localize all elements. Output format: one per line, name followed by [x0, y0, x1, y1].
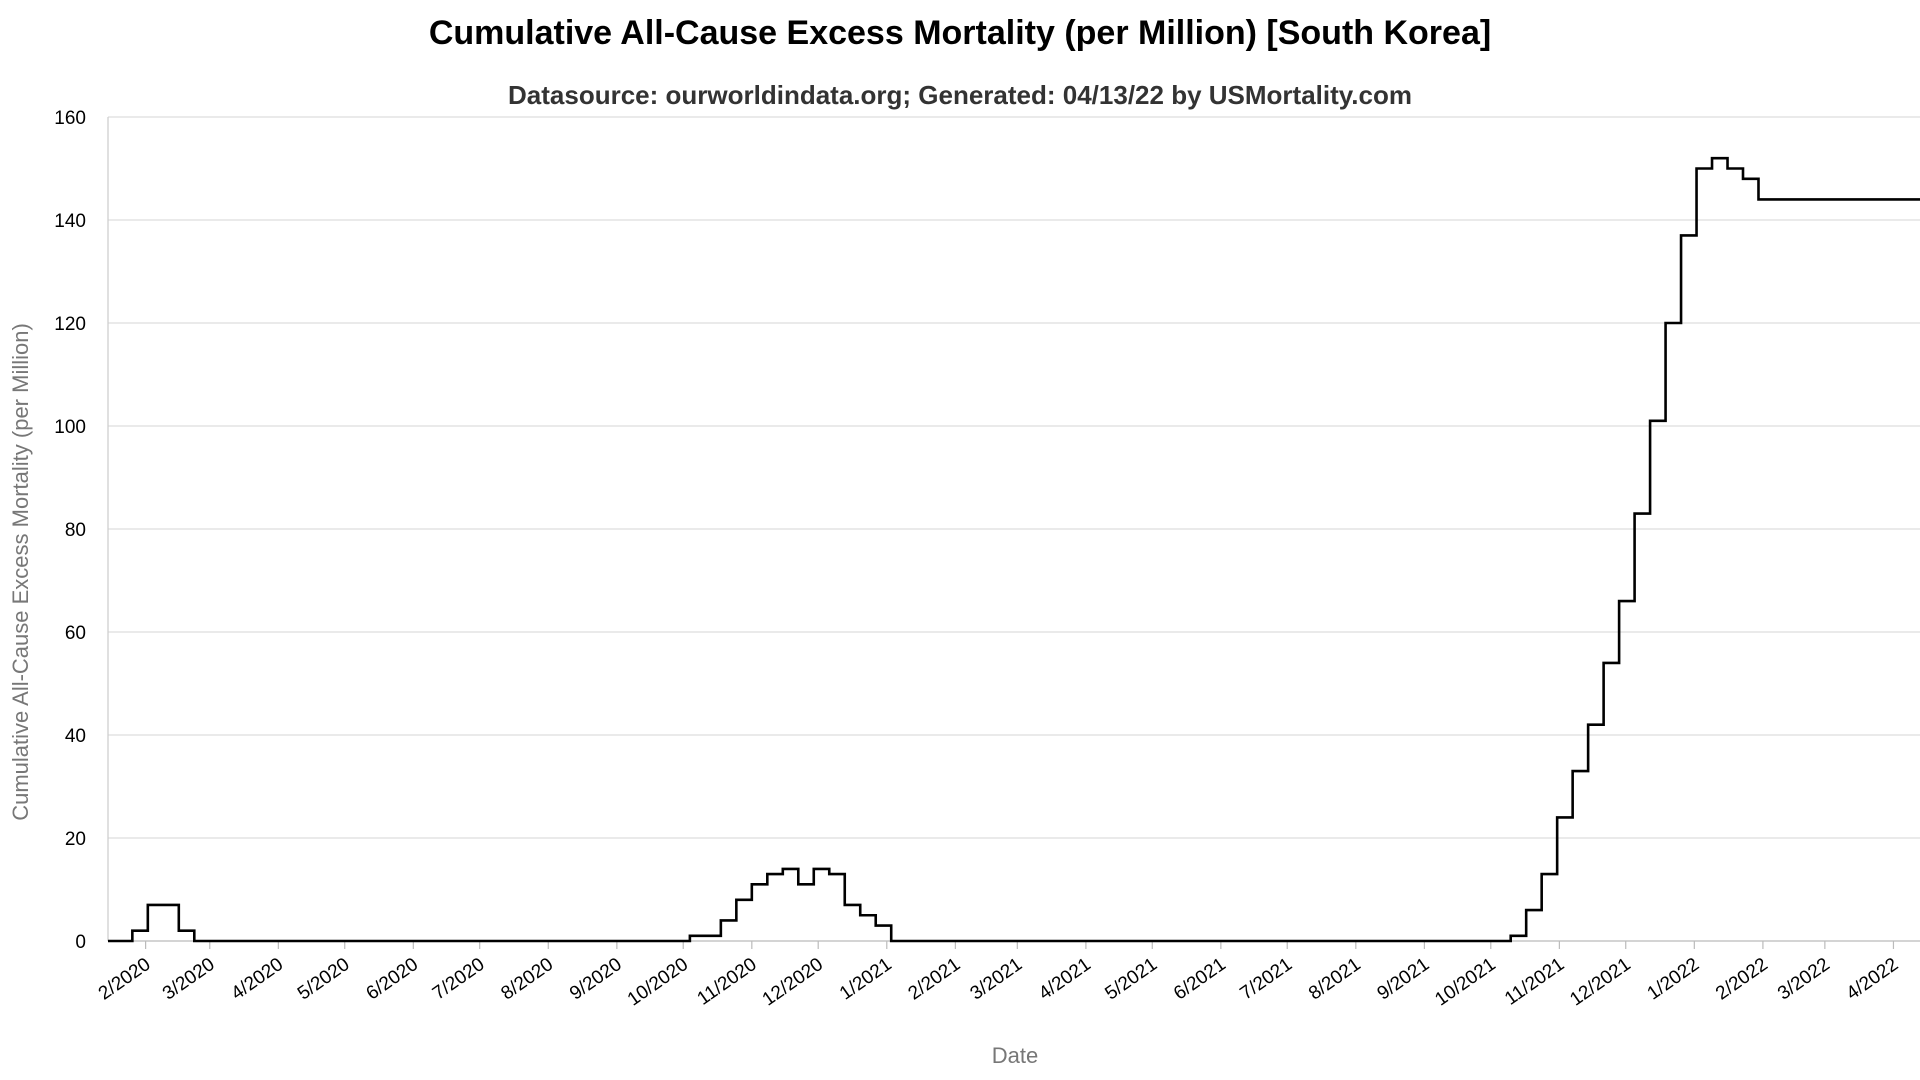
y-tick-label: 40 — [65, 726, 86, 747]
y-tick-labels: 0 20 40 60 80 100 120 140 160 — [54, 108, 86, 953]
x-tick-label: 10/2020 — [624, 954, 692, 1011]
grid-lines — [108, 116, 1920, 839]
series-lines — [108, 156, 1920, 943]
y-tick-label: 100 — [54, 417, 86, 438]
x-axis-title: Date — [992, 1043, 1038, 1068]
x-tick-label: 3/2021 — [967, 954, 1027, 1005]
axes — [107, 117, 1920, 949]
x-tick-label: 9/2021 — [1374, 954, 1434, 1005]
x-tick-label: 12/2021 — [1566, 954, 1634, 1011]
y-axis-title: Cumulative All-Cause Excess Mortality (p… — [8, 323, 33, 821]
x-tick-label: 12/2020 — [759, 954, 827, 1011]
x-tick-label: 9/2020 — [566, 954, 626, 1005]
x-tick-label: 4/2021 — [1035, 954, 1095, 1005]
x-tick-label: 4/2022 — [1843, 954, 1903, 1005]
x-tick-label: 10/2021 — [1431, 954, 1499, 1011]
y-tick-label: 140 — [54, 211, 86, 232]
x-tick-label: 2/2020 — [95, 954, 155, 1005]
x-tick-label: 8/2020 — [497, 954, 557, 1005]
x-tick-label: 5/2020 — [294, 954, 354, 1005]
x-tick-label: 7/2020 — [429, 954, 489, 1005]
x-tick-label: 2/2022 — [1712, 954, 1772, 1005]
x-tick-label: 6/2020 — [363, 954, 423, 1005]
y-tick-label: 60 — [65, 623, 86, 644]
x-tick-label: 7/2021 — [1236, 954, 1296, 1005]
x-tick-label: 5/2021 — [1101, 954, 1161, 1005]
series-line — [108, 156, 1920, 943]
x-tick-label: 11/2020 — [694, 954, 761, 1010]
x-tick-label: 11/2021 — [1501, 954, 1568, 1010]
x-tick-label: 6/2021 — [1170, 954, 1230, 1005]
y-tick-label: 0 — [75, 932, 86, 953]
x-tick-labels: 2/2020 3/2020 4/2020 5/2020 6/2020 7/2020 8/20… — [95, 954, 1902, 1011]
x-tick-label: 3/2022 — [1774, 954, 1834, 1005]
x-tick-label: 1/2021 — [836, 954, 896, 1005]
y-tick-label: 160 — [54, 108, 86, 129]
x-tick-label: 8/2021 — [1305, 954, 1365, 1005]
chart-title: Cumulative All-Cause Excess Mortality (p… — [428, 14, 1492, 52]
y-tick-label: 120 — [54, 314, 86, 335]
x-tick-label: 2/2021 — [905, 954, 965, 1005]
x-tick-label: 1/2022 — [1644, 954, 1704, 1005]
y-tick-label: 80 — [65, 520, 86, 541]
y-tick-label: 20 — [65, 829, 86, 850]
x-tick-label: 4/2020 — [228, 954, 288, 1005]
chart-subtitle: Datasource: ourworldindata.org; Generate… — [508, 80, 1412, 110]
x-tick-label: 3/2020 — [159, 954, 219, 1005]
